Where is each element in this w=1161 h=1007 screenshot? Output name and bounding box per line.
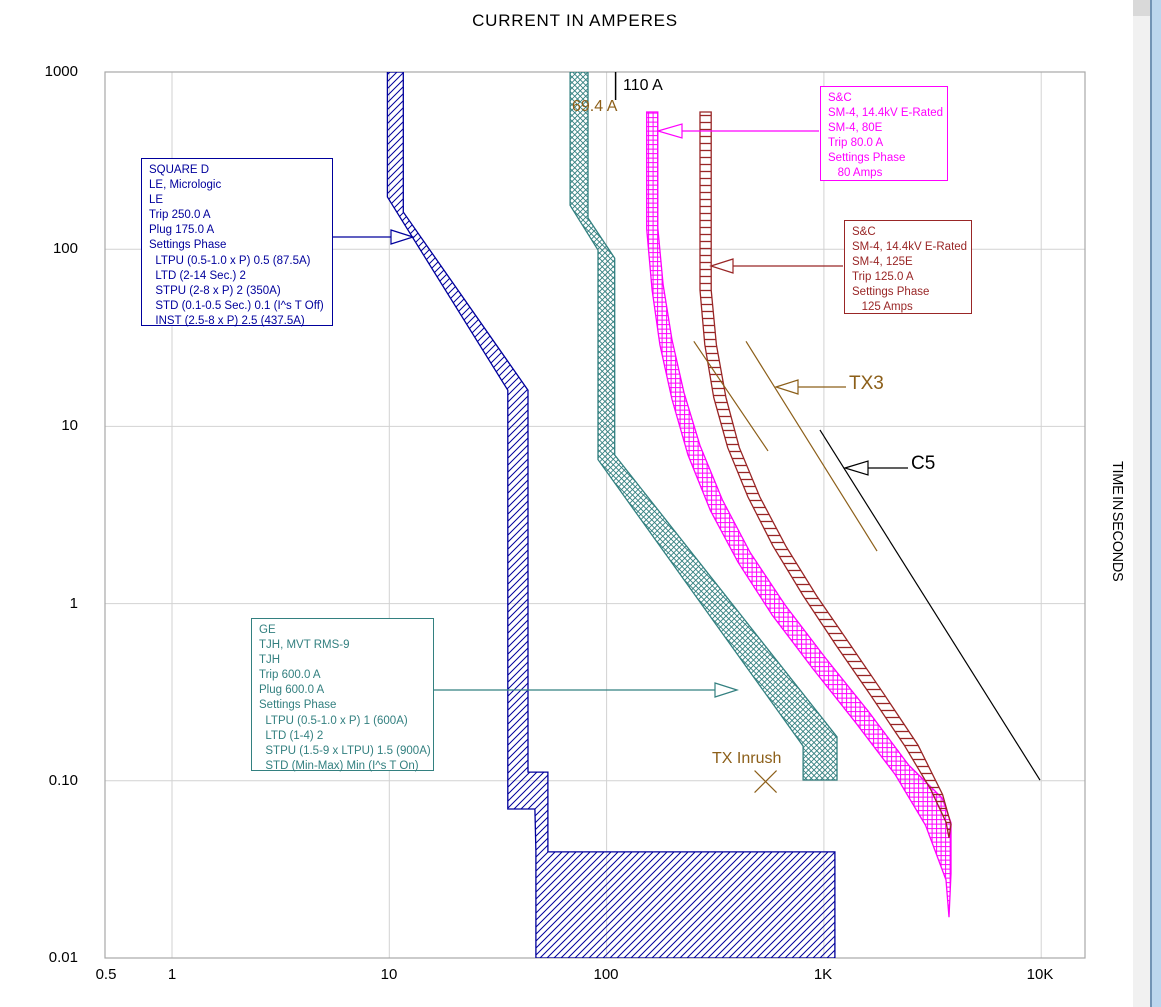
label-tx-inrush: TX Inrush (712, 750, 782, 767)
device-setting-line: GE (259, 624, 276, 636)
curve-4[interactable] (745, 341, 878, 552)
label-110-amps: 110 A (623, 77, 663, 94)
device-setting-line: STPU (2-8 x P) 2 (350A) (149, 284, 281, 297)
callout-arrowhead-4 (774, 379, 799, 395)
device-setting-line: 125 Amps (852, 301, 913, 314)
device-setting-line: INST (2.5-8 x P) 2.5 (437.5A) (149, 314, 305, 327)
label-69-4-amps: 69.4 A (572, 98, 618, 115)
device-setting-line: Settings Phase (828, 152, 906, 165)
device-setting-line: LTD (1-4) 2 (259, 729, 324, 742)
x-tick: 100 (593, 966, 619, 983)
y-tick: 0.10 (48, 772, 78, 789)
device-setting-line: STD (Min-Max) Min (I^s T On) (259, 759, 419, 772)
curve-3[interactable] (699, 111, 952, 838)
device-setting-line: SM-4, 125E (852, 256, 913, 269)
device-setting-line: Settings Phase (259, 699, 337, 712)
device-setting-line: S&C (852, 226, 876, 238)
y-tick: 100 (52, 240, 78, 257)
device-setting-line: S&C (828, 92, 852, 104)
device-setting-line: Plug 175.0 A (149, 224, 215, 237)
device-setting-line: Trip 125.0 A (852, 271, 914, 284)
y-tick: 1000 (44, 63, 78, 80)
label-tx3: TX3 (849, 373, 884, 394)
x-tick: 10 (380, 966, 398, 983)
device-setting-line: STD (0.1-0.5 Sec.) 0.1 (I^s T Off) (149, 299, 324, 312)
y-tick: 10 (61, 417, 78, 434)
device-setting-line: LTPU (0.5-1.0 x P) 1 (600A) (259, 714, 408, 727)
device-setting-line: Plug 600.0 A (259, 684, 325, 697)
device-setting-line: SQUARE D (149, 164, 210, 176)
device-settings-box-sc-80e[interactable]: S&C SM-4, 14.4kV E-Rated SM-4, 80E Trip 80.… (820, 86, 948, 181)
device-setting-line: Settings Phase (852, 286, 930, 299)
x-tick: 10K (1026, 966, 1054, 983)
curve-1[interactable] (569, 72, 838, 781)
device-setting-line: TJH (259, 654, 281, 667)
callout-arrowhead-1 (714, 682, 739, 698)
y-tick: 0.01 (48, 949, 78, 966)
device-setting-line: LE (149, 194, 164, 207)
device-setting-line: TJH, MVT RMS-9 (259, 639, 350, 652)
device-setting-line: Trip 250.0 A (149, 209, 211, 222)
device-setting-line: LTPU (0.5-1.0 x P) 0.5 (87.5A) (149, 254, 311, 267)
y-tick: 1 (69, 595, 78, 612)
y-axis-title: TIME IN SECONDS (1109, 461, 1125, 582)
curve-layer (386, 72, 1041, 958)
device-setting-line: SM-4, 80E (828, 122, 883, 135)
chart-title: CURRENT IN AMPERES (472, 11, 678, 30)
device-setting-line: SM-4, 14.4kV E-Rated (852, 241, 968, 254)
device-setting-line: LTD (2-14 Sec.) 2 (149, 269, 246, 282)
callout-layer (318, 123, 908, 698)
device-setting-line: STPU (1.5-9 x LTPU) 1.5 (900A) (259, 744, 431, 757)
callout-arrowhead-0 (390, 229, 415, 245)
device-settings-box-ge-tjh[interactable]: GE TJH, MVT RMS-9 TJH Trip 600.0 A Plug 600.… (251, 618, 434, 772)
device-setting-line: Trip 80.0 A (828, 137, 884, 150)
callout-arrowhead-3 (709, 258, 734, 274)
curve-2[interactable] (646, 111, 952, 918)
curve-0[interactable] (386, 72, 836, 958)
device-settings-box-square-d[interactable]: SQUARE D LE, Micrologic LE Trip 250.0 A Plug… (141, 158, 333, 327)
device-setting-line: 80 Amps (828, 167, 883, 180)
window-edge (1150, 0, 1161, 1007)
tx-inrush-x-marker (754, 770, 777, 793)
device-setting-line: Trip 600.0 A (259, 669, 321, 682)
device-setting-line: Settings Phase (149, 239, 227, 252)
device-settings-box-sc-125e[interactable]: S&C SM-4, 14.4kV E-Rated SM-4, 125E Trip 12… (844, 220, 972, 314)
label-c5: C5 (911, 453, 936, 474)
device-setting-line: LE, Micrologic (149, 179, 222, 192)
curve-5[interactable] (819, 429, 1041, 781)
scrollbar-button[interactable] (1133, 0, 1150, 16)
x-tick: 1K (813, 966, 833, 983)
x-tick: 0.5 (95, 966, 117, 983)
callout-arrowhead-2 (655, 123, 683, 139)
callout-arrowhead-5 (842, 460, 869, 476)
scrollbar-track[interactable] (1133, 0, 1150, 1007)
x-tick: 1 (167, 966, 177, 983)
curve-4[interactable] (693, 341, 769, 452)
device-setting-line: SM-4, 14.4kV E-Rated (828, 107, 944, 120)
